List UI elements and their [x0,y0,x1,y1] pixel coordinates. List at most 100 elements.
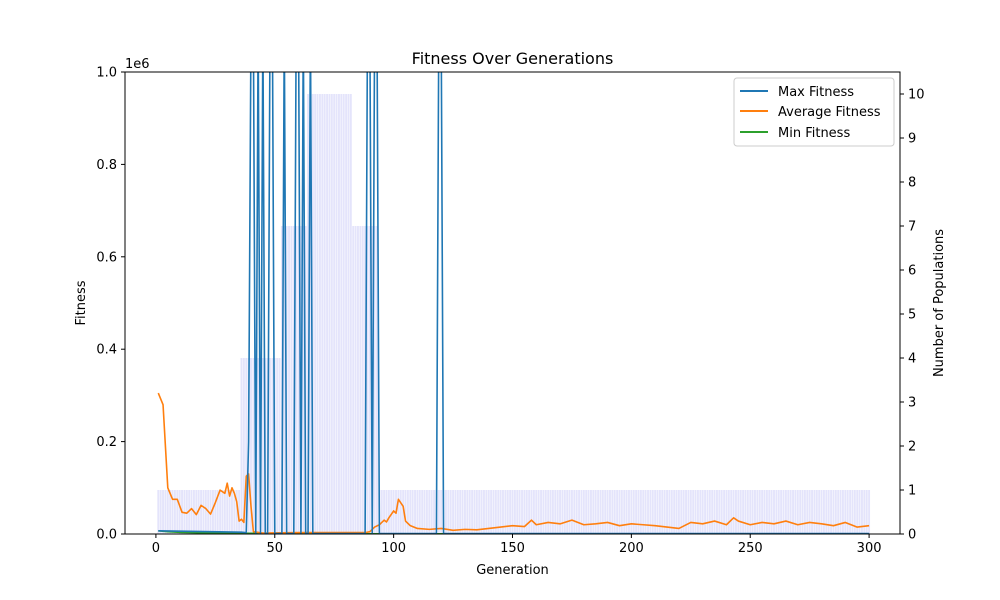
population-bar [730,490,733,534]
population-bar [323,94,326,534]
population-bar [311,94,314,534]
population-bar [718,490,721,534]
population-bar [257,358,260,534]
population-bar [166,490,169,534]
population-bar [680,490,683,534]
population-bar [468,490,471,534]
population-bar [841,490,844,534]
population-bar [530,490,533,534]
population-bar [625,490,628,534]
population-bar [449,490,452,534]
population-bar [209,490,212,534]
population-bar [250,358,252,534]
population-bar [696,490,699,534]
population-bar [387,490,390,534]
y2-tick-label: 8 [908,176,916,191]
population-bar [433,490,435,534]
population-bar [799,490,802,534]
population-bar [523,490,526,534]
population-bar [815,490,818,534]
population-bar [518,490,521,534]
population-bar [744,490,747,534]
x-tick-label: 250 [738,541,763,556]
population-bar [333,94,336,534]
population-bar [751,490,754,534]
population-bar [704,490,707,534]
population-bar [825,490,828,534]
population-bar [754,490,756,534]
population-bar [390,490,393,534]
population-bar [682,490,685,534]
population-bar [654,490,657,534]
population-bar [483,490,485,534]
population-bar [661,490,664,534]
population-bar [578,490,581,534]
population-bar [532,490,535,534]
population-bar [711,490,714,534]
population-bar [473,490,476,534]
x-tick-label: 150 [500,541,525,556]
population-bar [547,490,550,534]
population-bar [214,490,217,534]
population-bar [464,490,466,534]
population-bar [580,490,583,534]
population-bar [361,226,364,534]
population-bar [283,226,286,534]
population-bar [723,490,726,534]
population-bar [832,490,835,534]
population-bar [651,490,654,534]
population-bar [716,490,718,534]
population-bar [502,490,504,534]
population-bar [185,490,188,534]
population-bar [162,490,164,534]
population-bar [302,226,305,534]
population-bar [411,490,414,534]
population-bar [471,490,474,534]
y-tick-label: 0.6 [96,250,117,265]
population-bar [592,490,595,534]
population-bar [768,490,771,534]
population-bar [739,490,742,534]
population-bar [288,226,290,534]
population-bar [685,490,687,534]
population-bar [594,490,597,534]
population-bar [157,490,160,534]
population-bar [173,490,176,534]
population-bar [649,490,652,534]
population-bar [383,490,386,534]
population-bar [775,490,778,534]
population-bar [613,490,616,534]
population-bar [837,490,840,534]
population-bar [868,490,871,534]
x-tick-label: 300 [857,541,882,556]
population-bar [856,490,859,534]
population-bar [794,490,797,534]
population-bar [694,490,697,534]
population-bar [511,490,514,534]
population-bar [245,358,248,534]
population-bar [454,490,457,534]
y2-tick-label: 2 [908,440,916,455]
population-bar [763,490,766,534]
population-bar [777,490,780,534]
population-bar [223,490,226,534]
population-bar [701,490,704,534]
population-bar [692,490,695,534]
population-bar [440,490,443,534]
legend-box [733,77,895,147]
population-bar [687,490,690,534]
population-bar [461,490,464,534]
population-bar [792,490,794,534]
population-bar [732,490,735,534]
population-bar [834,490,837,534]
population-bar [354,226,357,534]
population-bar [406,490,409,534]
y2-tick-label: 6 [908,264,916,279]
population-bar [604,490,607,534]
y2-tick-label: 9 [908,132,916,147]
population-bar [787,490,790,534]
population-bar [506,490,509,534]
population-bar [780,490,783,534]
population-bar [428,490,431,534]
y-tick-label: 0.8 [96,158,117,173]
